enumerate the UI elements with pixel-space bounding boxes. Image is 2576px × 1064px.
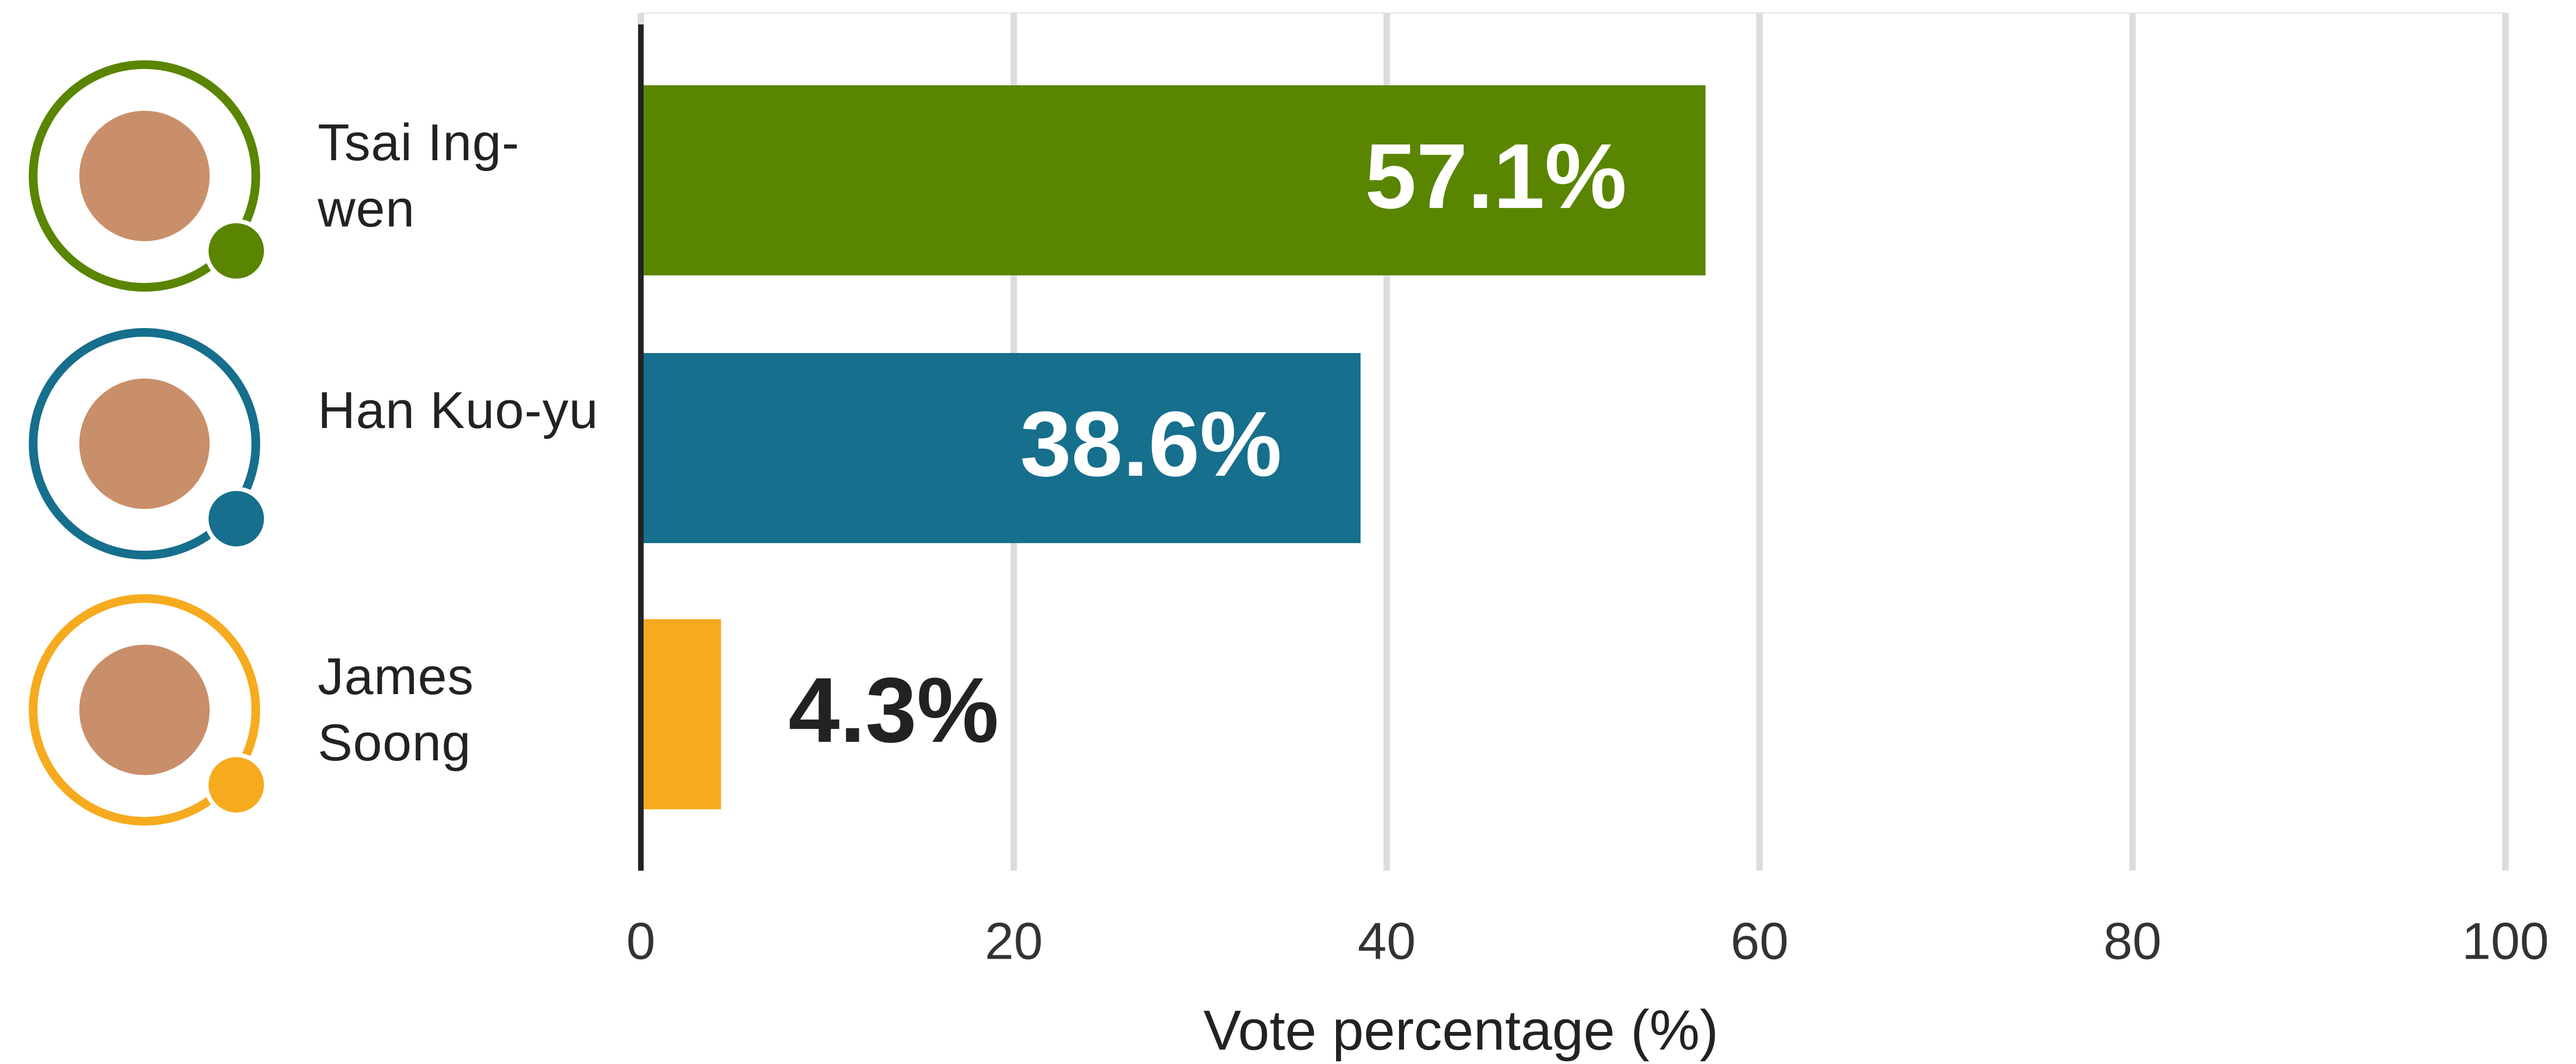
value-label: 38.6% [1020, 393, 1282, 496]
bar [641, 353, 1361, 543]
x-tick-label: 40 [1358, 912, 1416, 970]
value-label: 4.3% [789, 659, 999, 762]
x-tick-label: 80 [2103, 912, 2162, 970]
category-label: Tsai Ing-wen [318, 114, 520, 238]
party-badge [204, 487, 268, 551]
x-axis-title: Vote percentage (%) [1204, 999, 1718, 1062]
avatar-face [79, 379, 210, 509]
x-tick-label: 20 [985, 912, 1043, 970]
bar [641, 85, 1706, 275]
x-tick-label: 60 [1730, 912, 1788, 970]
party-badge [204, 753, 268, 817]
party-badge [204, 219, 268, 283]
avatar-face [79, 111, 210, 241]
bar [641, 619, 721, 809]
x-tick-label: 0 [626, 912, 655, 970]
value-label: 57.1% [1365, 125, 1627, 228]
category-label: James Soong [318, 647, 474, 772]
x-tick-label: 100 [2462, 912, 2549, 970]
category-label: Han Kuo-yu [318, 381, 599, 439]
avatar-face [79, 645, 210, 775]
